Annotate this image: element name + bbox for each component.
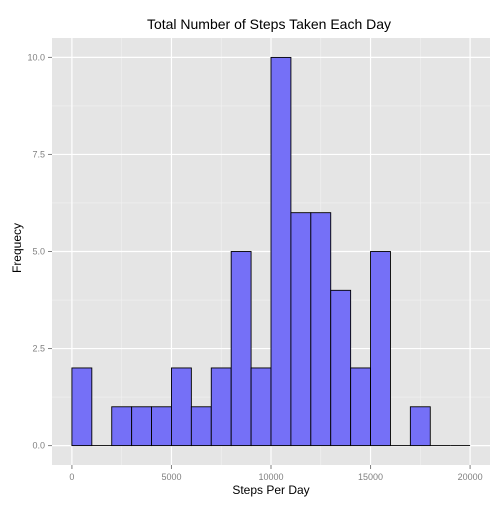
- x-axis: 0 5000 10000 15000 20000: [69, 465, 483, 482]
- y-tick-label: 7.5: [32, 149, 45, 159]
- y-tick-label: 10.0: [27, 52, 45, 62]
- x-axis-label: Steps Per Day: [232, 483, 309, 497]
- histogram-bar: [350, 367, 371, 447]
- histogram-bar: [310, 212, 332, 447]
- bars: [71, 56, 471, 447]
- histogram-bar: [171, 367, 192, 447]
- y-tick-label: 0.0: [32, 441, 45, 451]
- histogram-bar: [111, 406, 133, 447]
- y-tick-label: 5.0: [32, 247, 45, 257]
- histogram-bar: [230, 251, 252, 447]
- x-tick-label: 10000: [258, 472, 283, 482]
- histogram-bar: [270, 56, 292, 447]
- histogram-bar: [330, 289, 352, 447]
- y-axis-label: Frequecy: [10, 223, 24, 273]
- histogram-bar: [290, 212, 312, 447]
- histogram-bar: [190, 406, 212, 447]
- histogram-bar: [71, 367, 93, 447]
- x-tick-label: 20000: [458, 472, 483, 482]
- histogram-bar: [131, 406, 152, 447]
- histogram-bar: [210, 367, 232, 447]
- histogram-bar: [250, 367, 272, 447]
- y-axis: 0.0 2.5 5.0 7.5 10.0: [27, 52, 52, 451]
- x-tick-label: 5000: [161, 472, 181, 482]
- chart-title: Total Number of Steps Taken Each Day: [147, 16, 391, 32]
- histogram-bar: [409, 406, 431, 447]
- histogram-bar: [370, 251, 391, 447]
- x-tick-label: 15000: [358, 472, 383, 482]
- x-tick-label: 0: [69, 472, 74, 482]
- histogram-bar: [151, 406, 172, 447]
- y-tick-label: 2.5: [32, 344, 45, 354]
